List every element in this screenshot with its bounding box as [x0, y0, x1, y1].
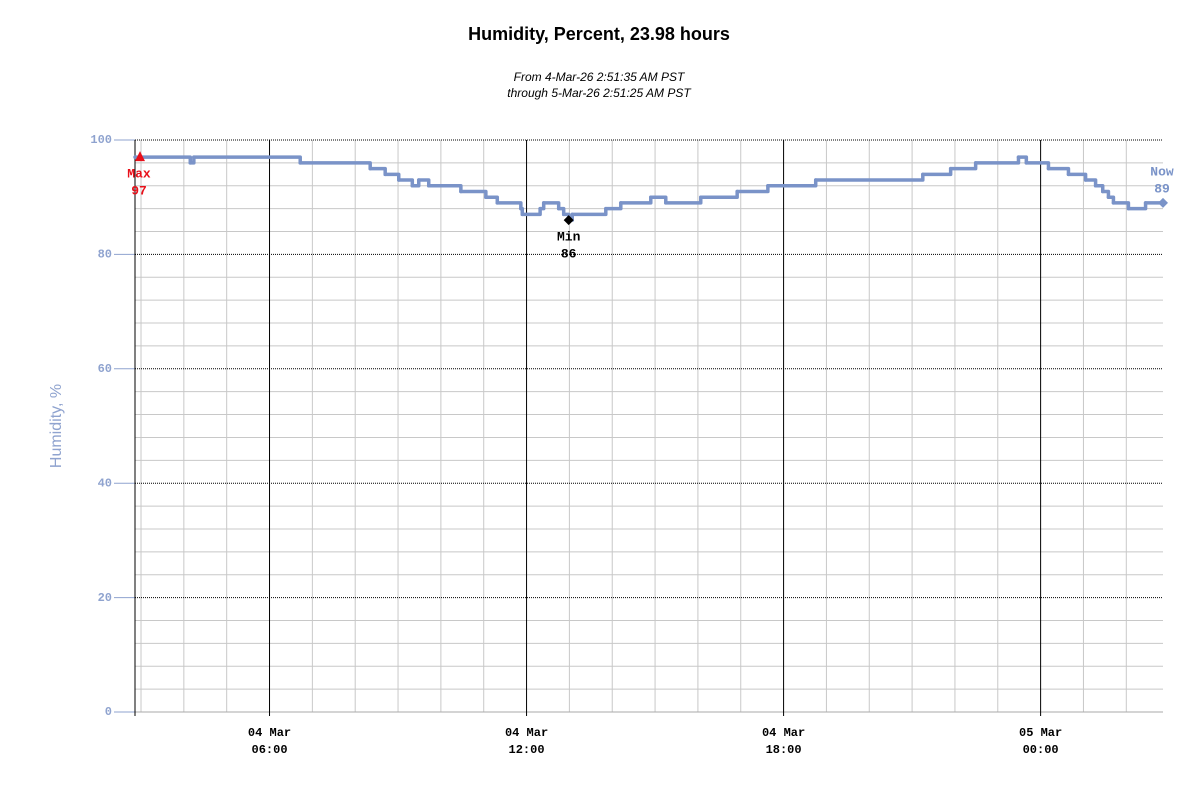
x-tick-label: 12:00 — [509, 743, 545, 757]
subtitle: through 5-Mar-26 2:51:25 AM PST — [507, 86, 692, 100]
x-tick-label: 04 Mar — [762, 726, 805, 740]
annotation-label: Min — [557, 230, 581, 245]
line-step — [397, 178, 415, 188]
y-tick-label: 20 — [98, 591, 112, 605]
annotation-value: 89 — [1154, 181, 1170, 196]
y-tick-label: 80 — [98, 248, 112, 262]
line-step — [604, 201, 623, 211]
line-step — [298, 161, 372, 171]
line-step — [541, 201, 561, 211]
line-step — [1024, 161, 1051, 171]
line-step — [1106, 195, 1116, 205]
line-step — [973, 155, 1021, 165]
line-step — [1100, 189, 1111, 199]
y-axis-label: Humidity, % — [48, 384, 65, 468]
line-step — [948, 161, 978, 171]
x-tick-label: 06:00 — [252, 743, 288, 757]
y-tick-label: 100 — [90, 133, 112, 147]
line-step — [383, 172, 401, 182]
annotation-value: 86 — [561, 247, 577, 262]
x-tick-label: 04 Mar — [505, 726, 548, 740]
line-step — [416, 178, 431, 188]
annotation-value: 97 — [131, 184, 147, 199]
y-tick-label: 40 — [98, 476, 112, 490]
line-step — [410, 178, 421, 188]
x-tick-label: 05 Mar — [1019, 726, 1062, 740]
line-step — [484, 195, 500, 205]
x-tick-label: 00:00 — [1023, 743, 1059, 757]
line-step — [570, 206, 608, 217]
line-step — [188, 155, 196, 165]
line-step — [619, 195, 653, 205]
line-step — [921, 166, 953, 177]
line-step — [735, 184, 770, 194]
line-step — [699, 189, 739, 199]
line-step — [1083, 178, 1098, 188]
annotation-marker — [563, 215, 574, 226]
line-step — [426, 184, 463, 194]
line-step — [459, 189, 488, 199]
annotation-label: Now — [1150, 164, 1174, 179]
line-step — [813, 172, 925, 182]
line-step — [1016, 155, 1029, 165]
line-step — [1046, 166, 1071, 177]
subtitle: From 4-Mar-26 2:51:35 AM PST — [514, 70, 686, 84]
line-step — [556, 206, 566, 217]
annotation-marker — [1158, 197, 1168, 208]
line-step — [495, 201, 523, 211]
line-step — [649, 195, 668, 205]
line-step — [1093, 184, 1105, 194]
line-step — [1111, 201, 1131, 211]
line-step — [519, 206, 525, 217]
annotation-label: Max — [127, 167, 151, 182]
line-step — [368, 166, 387, 177]
line-step — [664, 195, 703, 205]
line-step — [192, 155, 302, 165]
line-step — [1126, 201, 1148, 211]
line-step — [520, 206, 542, 217]
x-tick-label: 04 Mar — [248, 726, 291, 740]
y-tick-label: 60 — [98, 362, 112, 376]
line-step — [538, 201, 546, 211]
max-marker — [135, 151, 145, 162]
x-tick-label: 18:00 — [766, 743, 802, 757]
y-tick-label: 0 — [105, 705, 112, 719]
line-step — [766, 178, 818, 188]
chart-title: Humidity, Percent, 23.98 hours — [468, 24, 730, 44]
line-step — [133, 155, 193, 165]
line-step — [1066, 172, 1088, 182]
